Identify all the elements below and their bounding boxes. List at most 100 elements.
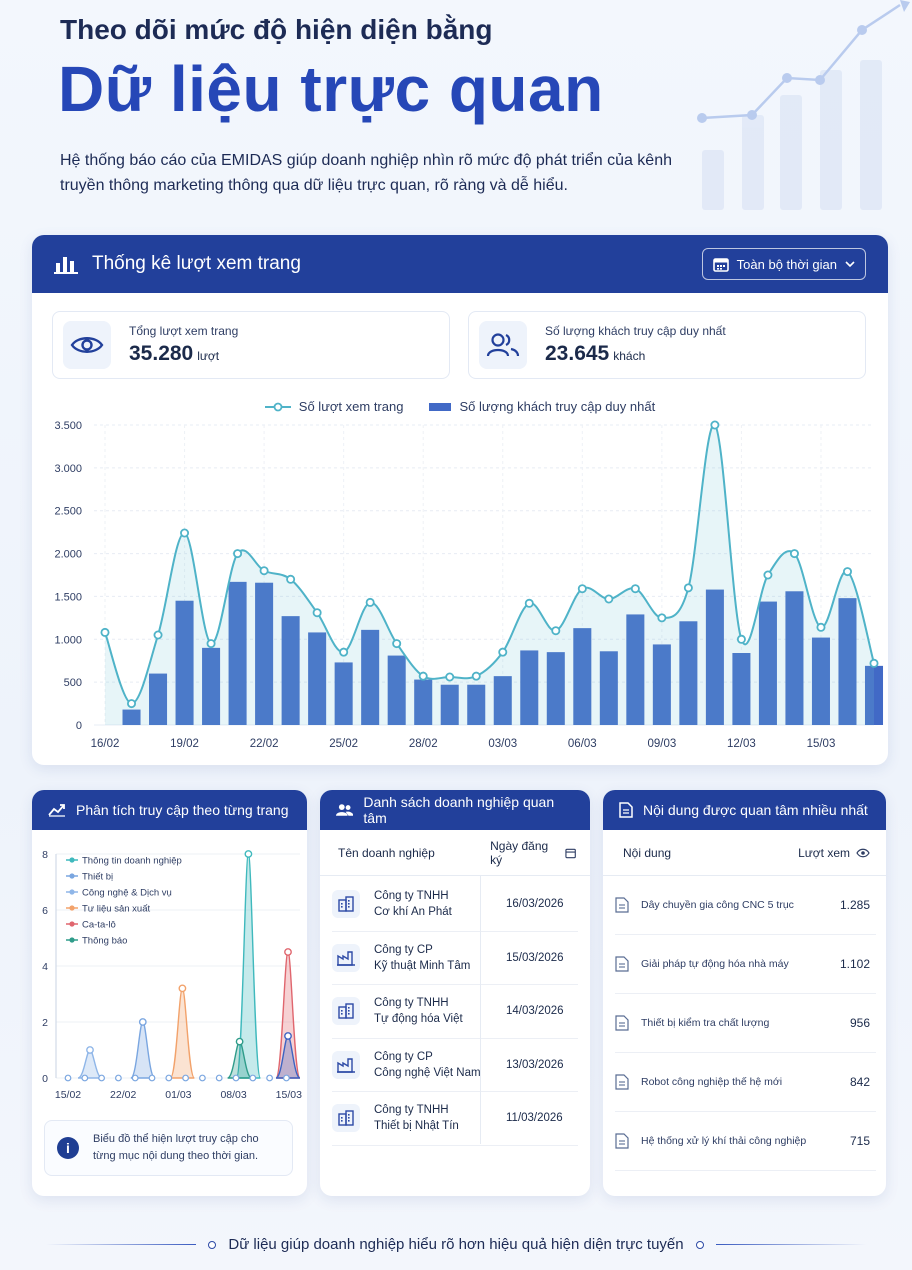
- content-row[interactable]: Giải pháp tự động hóa nhà máy 1.102: [615, 935, 876, 994]
- footer-line-left: [46, 1244, 197, 1245]
- visitor-bar: [361, 629, 380, 725]
- pageview-point: [524, 598, 534, 608]
- chart-note: i Biểu đồ thể hiện lượt truy cập cho từn…: [44, 1120, 293, 1176]
- footer-dot-left: [208, 1240, 217, 1249]
- series-peak-point: [235, 1037, 244, 1046]
- baseline-point: [64, 1074, 72, 1082]
- document-icon: [615, 1074, 629, 1090]
- baseline-point: [165, 1074, 173, 1082]
- company-row[interactable]: Công ty CP Kỹ thuật Minh Tâm 15/03/2026: [332, 932, 578, 985]
- unique-visitors-value: 23.645: [545, 342, 610, 365]
- content-table-header: Nội dung Lượt xem: [603, 830, 886, 876]
- baseline-point: [182, 1074, 190, 1082]
- page-analysis-card: Phân tích truy cập theo từng trang 0 2 4 6 8…: [32, 790, 307, 1196]
- series-area: [169, 987, 196, 1079]
- series-peak-point: [284, 948, 292, 956]
- footer-text: Dữ liệu giúp doanh nghiệp hiểu rõ hơn hi…: [228, 1236, 684, 1253]
- building-icon: [332, 1104, 360, 1133]
- content-title: Hệ thống xử lý khí thải công nghiệp: [641, 1135, 807, 1147]
- line-legend-icon: [264, 402, 291, 411]
- document-icon: [615, 956, 629, 972]
- y-tick-label: 0: [76, 720, 82, 732]
- total-pageviews-label: Tổng lượt xem trang: [129, 324, 239, 338]
- factory-icon: [332, 943, 360, 972]
- content-views: 715: [849, 1134, 870, 1148]
- company-title: Thiết bị Nhật Tín: [374, 1120, 459, 1133]
- series-peak-point: [178, 984, 187, 993]
- pageview-point: [339, 647, 349, 657]
- main-chart-legend: Số lượt xem trang Số lượng khách truy cậ…: [32, 399, 888, 414]
- company-date: 16/03/2026: [506, 898, 564, 911]
- content-views: 1.102: [839, 957, 870, 971]
- pageview-point: [259, 566, 269, 576]
- content-views: 842: [849, 1075, 870, 1089]
- bar-chart-icon: [54, 257, 78, 274]
- company-row[interactable]: Công ty TNHH Cơ khí An Phát 16/03/2026: [332, 878, 578, 932]
- legend-label: Thiết bị: [82, 872, 113, 883]
- total-pageviews-value: 35.280: [129, 342, 194, 365]
- visitor-bar: [758, 601, 777, 725]
- building-icon: [332, 997, 360, 1026]
- legend-label-pageviews: Số lượt xem trang: [298, 399, 404, 414]
- content-title: Thiết bị kiểm tra chất lượng: [641, 1017, 770, 1029]
- baseline-point: [215, 1074, 223, 1082]
- visitor-bar: [149, 673, 168, 725]
- y-tick-label: 2.000: [54, 549, 82, 561]
- visitor-bar: [122, 709, 141, 725]
- company-type: Công ty TNHH: [374, 890, 449, 903]
- top-content-list: Dây chuyền gia công CNC 5 trục 1.285 Giải …: [603, 876, 886, 1171]
- col-register-date[interactable]: Ngày đăng ký: [490, 838, 549, 867]
- col-views[interactable]: Lượt xem: [798, 845, 850, 860]
- series-area: [77, 1049, 103, 1079]
- building-icon: [332, 890, 360, 919]
- company-date: 15/03/2026: [506, 951, 564, 964]
- company-row[interactable]: Công ty CP Công nghệ Việt Nam 13/03/2026: [332, 1039, 578, 1092]
- content-views: 956: [849, 1016, 870, 1030]
- y-tick-label: 6: [42, 905, 48, 917]
- eye-icon: [63, 321, 111, 369]
- pageview-point: [498, 647, 508, 657]
- company-date: 11/03/2026: [506, 1112, 563, 1125]
- visitor-bar: [440, 684, 459, 725]
- x-tick-label: 15/03: [276, 1089, 302, 1101]
- companies-title: Danh sách doanh nghiệp quan tâm: [363, 794, 555, 826]
- company-type: Công ty CP: [374, 943, 433, 956]
- legend-label-visitors: Số lượng khách truy cập duy nhất: [459, 399, 656, 414]
- content-row[interactable]: Dây chuyền gia công CNC 5 trục 1.285: [615, 876, 876, 935]
- pageview-point: [604, 594, 614, 604]
- content-row[interactable]: Hệ thống xử lý khí thải công nghiệp 715: [615, 1112, 876, 1171]
- time-filter-label: Toàn bộ thời gian: [736, 256, 837, 272]
- visitor-bar: [546, 652, 565, 725]
- company-row[interactable]: Công ty TNHH Thiết bị Nhật Tín 11/03/2026: [332, 1092, 578, 1146]
- eye-icon: [856, 848, 870, 857]
- pageview-point: [736, 634, 746, 644]
- company-title: Cơ khí An Phát: [374, 906, 452, 919]
- page-analysis-title: Phân tích truy cập theo từng trang: [76, 802, 289, 818]
- col-company-name[interactable]: Tên doanh nghiệp: [338, 845, 435, 860]
- baseline-point: [198, 1074, 206, 1082]
- pageview-point: [869, 658, 879, 668]
- legend-marker: [69, 905, 75, 911]
- footer-line-right: [715, 1244, 866, 1245]
- col-content[interactable]: Nội dung: [623, 845, 672, 860]
- content-row[interactable]: Robot công nghiệp thế hệ mới 842: [615, 1053, 876, 1112]
- x-tick-label: 15/03: [807, 738, 836, 750]
- pageview-point: [392, 639, 402, 649]
- pageview-point: [445, 672, 455, 682]
- visitor-bar: [281, 616, 300, 725]
- visitor-bar: [520, 650, 539, 725]
- baseline-point: [98, 1074, 105, 1082]
- legend-label: Thông báo: [82, 936, 127, 947]
- content-row[interactable]: Thiết bị kiểm tra chất lượng 956: [615, 994, 876, 1053]
- pageview-point: [789, 549, 799, 559]
- time-filter-dropdown[interactable]: Toàn bộ thời gian: [701, 248, 866, 280]
- legend-label: Tư liệu sản xuất: [82, 904, 151, 915]
- company-title: Công nghệ Việt Nam: [374, 1066, 481, 1079]
- unique-visitors-stat: Số lượng khách truy cập duy nhất 23.645 k…: [468, 311, 866, 379]
- users-icon: [479, 321, 527, 369]
- series-peak-point: [138, 1018, 147, 1026]
- users-icon: [336, 804, 354, 816]
- content-title: Robot công nghiệp thế hệ mới: [641, 1076, 783, 1088]
- company-row[interactable]: Công ty TNHH Tự động hóa Việt 14/03/2026: [332, 985, 578, 1039]
- legend-marker: [69, 921, 75, 927]
